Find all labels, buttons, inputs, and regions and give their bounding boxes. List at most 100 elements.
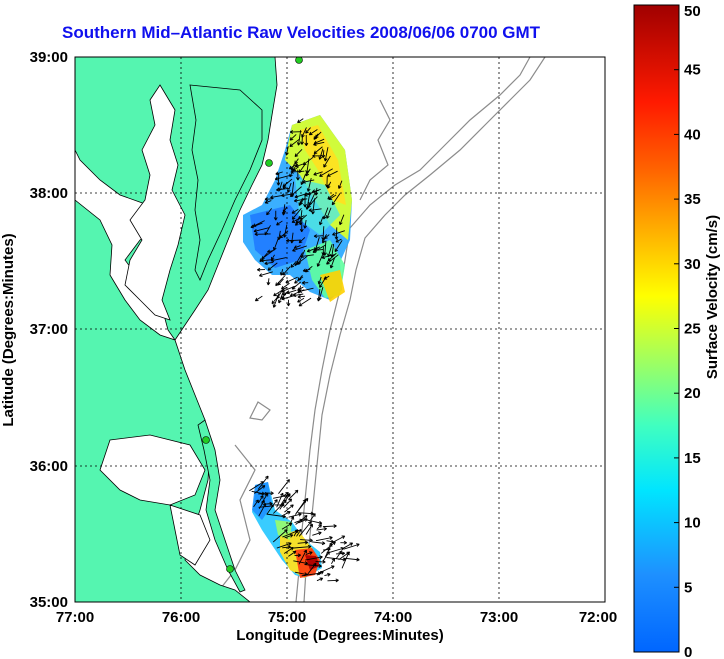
velocity-arrow <box>257 267 266 272</box>
colorbar-tick-label: 45 <box>684 62 701 79</box>
velocity-arrow <box>290 232 294 244</box>
velocity-arrow <box>335 551 346 556</box>
velocity-arrow <box>293 245 301 249</box>
velocity-arrow <box>301 280 309 285</box>
velocity-arrow <box>337 180 343 189</box>
velocity-arrow <box>317 565 335 574</box>
velocity-arrow <box>318 148 324 160</box>
velocity-arrow <box>283 498 293 508</box>
velocity-arrow <box>305 555 323 561</box>
velocity-arrow <box>301 127 307 138</box>
velocity-arrow <box>266 499 278 515</box>
colorbar-tick-label: 30 <box>684 256 701 273</box>
velocity-arrow <box>264 197 273 202</box>
velocity-arrow <box>282 206 288 214</box>
velocity-arrow <box>329 535 346 545</box>
velocity-arrow <box>306 246 320 253</box>
velocity-arrow <box>294 499 307 515</box>
velocity-arrow <box>273 286 288 297</box>
velocity-arrow <box>313 133 319 140</box>
velocity-arrows-north <box>250 118 345 308</box>
velocity-arrow <box>303 219 308 229</box>
velocity-arrow <box>322 207 329 220</box>
velocity-arrow <box>319 216 324 226</box>
velocity-arrow <box>297 118 304 124</box>
velocity-arrow <box>253 499 259 508</box>
y-axis-ticks: 39:00 38:00 37:00 36:00 35:00 <box>30 49 68 611</box>
velocity-arrow <box>297 540 309 545</box>
velocity-arrow <box>300 174 306 186</box>
velocity-arrow <box>303 193 307 208</box>
velocity-arrow <box>298 237 306 244</box>
velocity-arrow <box>278 479 290 494</box>
velocity-arrow <box>316 577 324 582</box>
velocity-arrow <box>326 181 332 189</box>
velocity-arrow <box>327 578 339 583</box>
radar-stations <box>202 57 303 573</box>
x-axis-label: Longitude (Degrees:Minutes) <box>236 627 444 644</box>
velocity-arrow <box>305 168 311 177</box>
velocity-arrow <box>323 240 327 256</box>
velocity-arrow <box>270 194 283 200</box>
velocity-arrow <box>298 521 312 537</box>
velocity-arrow <box>315 536 333 542</box>
velocity-arrow <box>260 258 271 263</box>
velocity-arrow <box>288 550 297 557</box>
velocity-arrow <box>291 208 299 214</box>
velocity-arrow <box>281 522 293 530</box>
velocity-arrow <box>265 491 274 496</box>
velocity-arrow <box>316 524 322 530</box>
velocity-arrow <box>284 534 294 539</box>
velocity-arrow <box>276 173 281 186</box>
velocity-arrow <box>282 529 299 538</box>
velocity-arrow <box>305 127 311 134</box>
velocity-arrow <box>292 293 304 298</box>
velocity-arrow <box>274 174 291 181</box>
velocity-arrow <box>285 238 301 243</box>
velocity-arrow <box>326 254 339 265</box>
velocity-arrow <box>321 234 327 244</box>
colorbar-ticks: 0 5 10 15 20 25 30 35 40 45 50 <box>674 3 701 659</box>
velocity-arrow <box>305 158 310 174</box>
velocity-arrow <box>305 523 313 535</box>
velocity-arrow <box>282 266 291 276</box>
y-tick-label: 37:00 <box>30 321 68 338</box>
velocity-arrow <box>299 197 305 205</box>
velocity-arrow <box>266 278 271 286</box>
velocity-arrow <box>313 171 323 176</box>
velocity-arrow <box>343 543 360 550</box>
velocity-arrow <box>327 170 338 177</box>
velocity-arrow <box>341 551 350 569</box>
map-title: Southern Mid–Atlantic Raw Velocities 200… <box>62 23 541 42</box>
x-tick-label: 73:00 <box>480 609 518 626</box>
velocity-arrow <box>281 292 287 300</box>
velocity-arrow <box>334 227 339 240</box>
velocity-arrow <box>284 504 294 513</box>
velocity-arrow <box>322 524 337 528</box>
velocity-arrow <box>288 164 296 170</box>
velocity-arrow <box>319 276 327 288</box>
velocity-arrow <box>331 193 341 206</box>
velocity-arrow <box>250 222 263 229</box>
velocity-arrow <box>294 553 301 558</box>
velocity-arrow <box>297 274 303 281</box>
x-tick-label: 74:00 <box>374 609 412 626</box>
velocity-arrow <box>307 196 318 208</box>
velocity-arrow <box>340 540 347 545</box>
velocity-arrow <box>334 240 343 253</box>
colorbar <box>633 4 680 653</box>
velocity-arrow <box>254 295 263 302</box>
velocity-arrow <box>328 194 337 201</box>
velocity-arrow <box>311 541 326 546</box>
velocity-arrow <box>292 544 312 549</box>
velocity-arrow <box>297 511 314 516</box>
velocity-arrow <box>316 288 321 302</box>
plot-frame <box>74 56 606 603</box>
velocity-arrow <box>295 216 300 224</box>
velocity-arrow <box>290 169 305 174</box>
velocity-arrow <box>290 260 297 268</box>
velocity-arrow <box>319 168 333 177</box>
velocity-arrow <box>305 551 313 555</box>
y-tick-label: 36:00 <box>30 458 68 475</box>
velocity-arrow <box>264 200 272 204</box>
